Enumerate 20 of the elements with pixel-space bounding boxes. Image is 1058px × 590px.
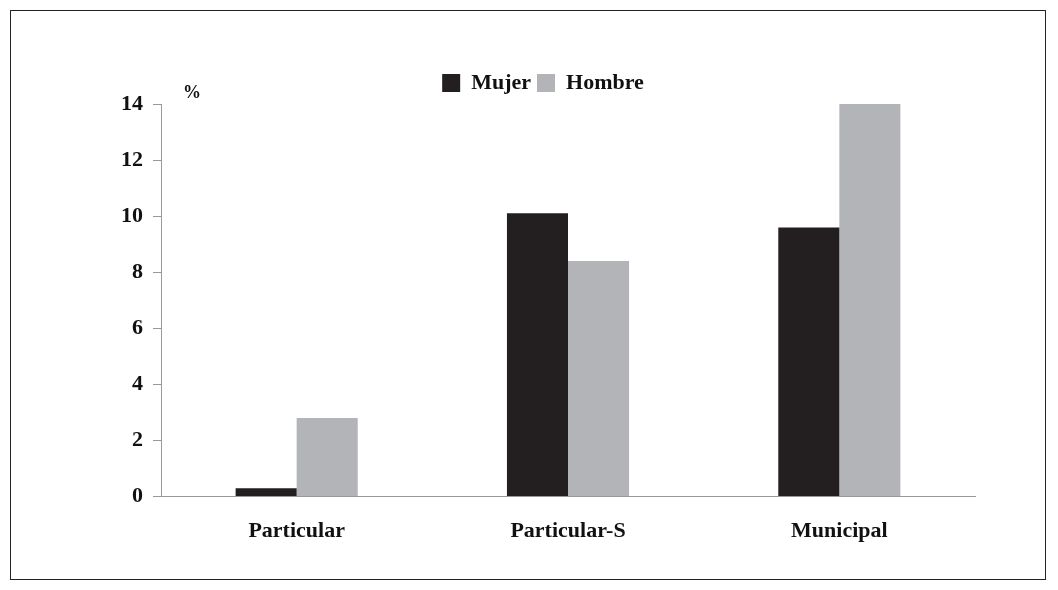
bar — [839, 104, 901, 497]
y-axis-title: % — [183, 81, 201, 102]
bar — [568, 261, 630, 497]
y-tick-label: 14 — [121, 89, 143, 115]
legend-label: Mujer — [471, 68, 532, 94]
bar — [235, 488, 297, 497]
y-tick-label: 10 — [121, 201, 143, 227]
bar — [296, 418, 358, 497]
bar — [778, 227, 840, 497]
y-tick-label: 8 — [132, 257, 143, 283]
y-tick-label: 6 — [132, 314, 143, 340]
legend-label: Hombre — [566, 68, 645, 94]
x-tick-label: Municipal — [791, 517, 888, 543]
y-tick-label: 0 — [132, 482, 143, 508]
y-tick-label: 2 — [132, 426, 143, 452]
x-tick-label: Particular-S — [510, 517, 626, 543]
x-tick-label: Particular — [248, 517, 346, 543]
y-tick-label: 12 — [121, 145, 143, 171]
bar — [506, 213, 568, 497]
y-tick-label: 4 — [132, 370, 143, 396]
